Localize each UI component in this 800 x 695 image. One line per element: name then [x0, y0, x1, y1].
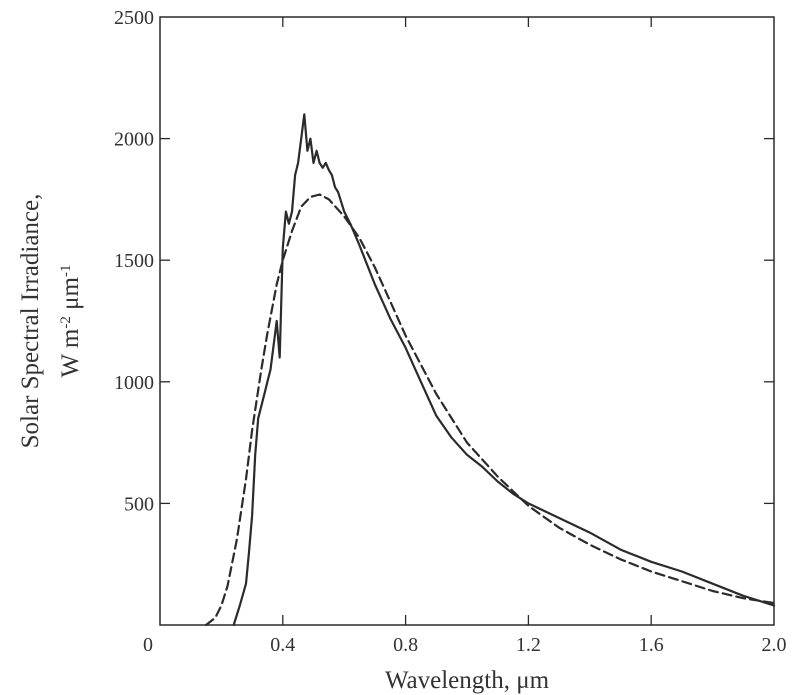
- y-axis-title: Solar Spectral Irradiance, W m-2 μm-1: [17, 194, 84, 449]
- plot-frame: [159, 16, 775, 626]
- x-tick-label: 1.6: [639, 634, 664, 656]
- x-tick-label: 0: [143, 634, 153, 656]
- y-axis-title-units-b: μm: [57, 276, 84, 316]
- y-tick-label: 1000: [114, 372, 154, 394]
- axis-ticks: [160, 17, 774, 625]
- y-axis-title-exp-b: -1: [58, 265, 74, 278]
- x-tick-label: 1.2: [516, 634, 541, 656]
- y-axis-title-exp-a: -2: [58, 316, 74, 329]
- tick-labels: 0 0.4 0.8 1.2 1.6 2.0 500 1000 1500 2000 2500: [114, 7, 787, 656]
- series-layer: [205, 113, 776, 627]
- dashed-series-line: [205, 193, 776, 627]
- x-axis-title: Wavelength, μm: [385, 667, 550, 694]
- y-tick-label: 2000: [114, 129, 154, 151]
- y-axis-title-line2: W m-2 μm-1: [57, 265, 84, 378]
- y-tick-label: 1500: [114, 250, 154, 272]
- y-tick-label: 500: [124, 493, 154, 515]
- y-axis-title-line1: Solar Spectral Irradiance,: [17, 194, 44, 449]
- x-tick-label: 2.0: [762, 634, 787, 656]
- x-tick-label: 0.8: [393, 634, 418, 656]
- y-axis-title-units-a: W m: [57, 328, 84, 377]
- y-tick-label: 2500: [114, 7, 154, 29]
- x-tick-label: 0.4: [270, 634, 295, 656]
- solid-series-line: [232, 113, 776, 627]
